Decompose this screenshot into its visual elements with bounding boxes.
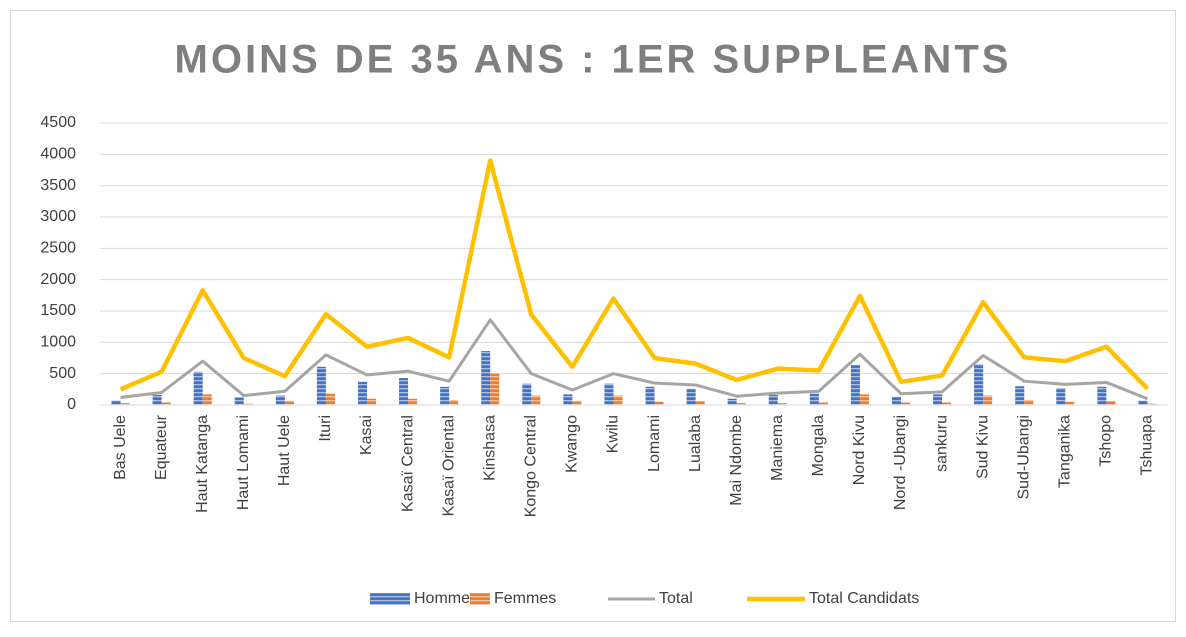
y-tick-label: 1000 [40,334,76,351]
x-tick-label: Sud Kivu [974,415,991,479]
x-tick-label: Mai Ndombe [728,415,745,506]
bar [243,403,253,405]
x-tick-label: Lomami [646,415,663,472]
x-tick-label: Bas Uele [112,415,129,480]
x-tick-label: Kasaï Oriental [440,415,457,516]
bar [275,395,285,405]
y-tick-label: 500 [49,365,76,382]
legend-swatch [470,593,490,605]
bar [645,386,655,405]
x-tick-label: Equateur [153,414,170,480]
y-tick-label: 3500 [40,177,76,194]
line-series [119,158,1150,392]
bar [809,393,819,405]
legend-swatch [370,593,410,605]
bar [399,378,409,405]
bar [654,401,664,405]
bar [440,386,450,405]
x-tick-label: Tanganika [1057,415,1074,488]
bar [1106,401,1116,405]
bar [859,394,869,405]
x-tick-label: Kwango [564,415,581,473]
bar [1065,401,1075,405]
bar [152,394,162,405]
bar [1056,388,1066,405]
bar [1147,403,1157,405]
x-tick-label: Haut Katanga [194,415,211,513]
bar [777,403,787,405]
x-tick-label: Ituri [317,415,334,442]
bar [850,364,860,405]
bar [367,398,377,405]
line-series [120,318,1149,401]
x-tick-label: Kasai [358,415,375,455]
bar [983,395,993,405]
chart-title: MOINS DE 35 ANS : 1ER SUPPLEANTS [175,38,1012,82]
bar [942,402,952,405]
x-tick-label: Kongo Central [523,415,540,517]
x-tick-label: Haut Lomami [235,415,252,510]
x-tick-label: Nord -Ubangi [892,415,909,510]
bar [490,373,500,405]
bar [695,401,705,405]
bar [686,388,696,405]
bar [120,403,130,405]
bar [316,366,326,405]
x-tick-label: Kwilu [605,415,622,453]
y-tick-label: 0 [67,396,76,413]
bar [449,399,459,405]
bar [193,371,203,405]
bar [111,400,121,405]
bar [531,395,541,405]
x-tick-label: Tshuapa [1139,415,1156,476]
legend-label: Hommes [414,590,478,607]
bar [604,383,614,405]
x-tick-label: Nord Kivu [851,415,868,485]
x-tick-label: Tshopo [1098,415,1115,467]
bar [572,401,582,405]
x-tick-label: Haut Uele [276,415,293,486]
x-tick-label: Sud-Ubangi [1015,415,1032,500]
y-tick-label: 2000 [40,271,76,288]
x-tick-label: Maniema [769,415,786,481]
y-tick-label: 4000 [40,146,76,163]
bar [202,394,212,405]
chart-border [10,10,1176,622]
bar [408,398,418,405]
x-tick-label: Kasaï Central [399,415,416,512]
bar [522,383,532,405]
y-tick-label: 1500 [40,302,76,319]
bar [481,351,491,405]
bar [1024,399,1034,405]
bar [768,394,778,405]
bar [974,364,984,405]
x-tick-label: Kinshasa [481,415,498,481]
bar [234,397,244,405]
bar [1015,386,1025,405]
legend-label: Femmes [494,590,556,607]
bar [161,402,171,405]
bar [284,401,294,405]
bar [357,381,367,405]
bar [818,402,828,405]
bar [325,393,335,405]
y-tick-label: 2500 [40,240,76,257]
bar [727,398,737,405]
bar [933,394,943,405]
bar [736,403,746,405]
bar [901,402,911,405]
bar [613,395,623,405]
x-tick-label: Lualaba [687,415,704,472]
bar [1138,400,1148,405]
y-tick-label: 3000 [40,208,76,225]
bar [891,396,901,405]
legend-label: Total Candidats [809,590,919,607]
legend-label: Total [659,590,693,607]
x-tick-label: sankuru [933,415,950,472]
bar [563,394,573,405]
y-tick-label: 4500 [40,114,76,131]
bar [1097,386,1107,405]
x-tick-label: Mongala [810,415,827,476]
